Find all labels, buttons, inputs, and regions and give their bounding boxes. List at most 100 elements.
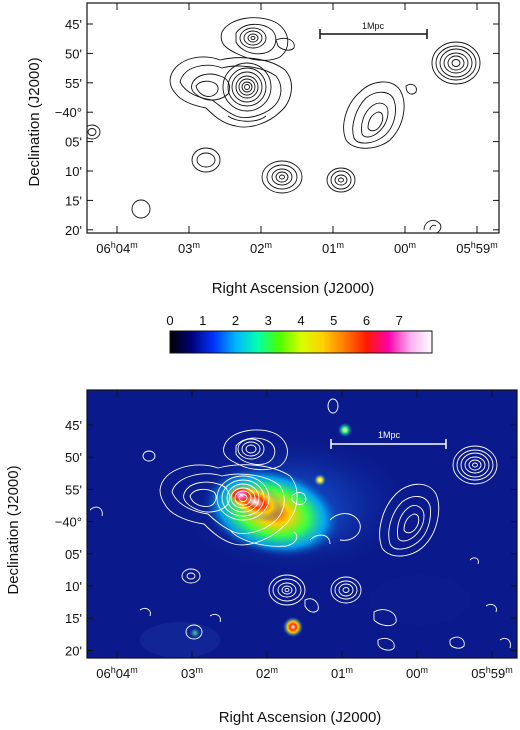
- bottom_panel-ra-tick-label: 06h04m: [96, 665, 137, 681]
- top_panel-ra-tick-label-hu: h: [111, 240, 116, 250]
- bottom_panel-dec-tick-label: 20': [65, 643, 82, 658]
- bottom_panel-ra-tick-label-mu: m: [130, 665, 138, 675]
- colorbar-tick-labels: 0 1 2 3 4 5 6 7: [166, 313, 402, 328]
- top_panel-ra-tick-label: 06h04m: [96, 240, 137, 256]
- top_panel-ra-tick-label: 05h59m: [456, 240, 497, 256]
- bottom_panel-dec-tick-label: 10': [65, 579, 82, 594]
- top-contour-west-source: [431, 41, 481, 85]
- top-contour-south-sources: [87, 124, 442, 233]
- bottom_panel-ra-tick-label: 03m: [181, 665, 203, 681]
- bottom-scale-bar: 1Mpc: [330, 430, 447, 449]
- bottom-radio-contours: [89, 398, 511, 651]
- colorbar-tick-label: 2: [232, 313, 239, 328]
- top-panel: 1Mpc 45'50'55'−40°05'10'15'20' 06h04m 03m…: [26, 2, 500, 297]
- bottom_panel-ra-tick-label: 00m: [406, 665, 428, 681]
- top_panel-ra-tick-label-m: 00: [394, 241, 408, 256]
- top_panel-dec-tick-label: 55': [65, 76, 82, 91]
- bottom_panel-ra-tick-label-m: 02: [256, 666, 270, 681]
- top-plot-frame: [86, 2, 500, 234]
- bottom_panel-ra-tick-label: 02m: [256, 665, 278, 681]
- top_panel-ra-tick-label-m: 01: [322, 241, 336, 256]
- top-y-axis-label: Declination (J2000): [26, 57, 43, 186]
- colorbar: 0 1 2 3 4 5 6 7: [166, 313, 433, 354]
- top_panel-ra-tick-label-h: 06: [96, 241, 110, 256]
- top_panel-ra-tick-label-m: 04: [116, 241, 130, 256]
- top-contour-north-source: [220, 17, 289, 61]
- top_panel-ra-tick-label-mu: m: [192, 240, 200, 250]
- bottom-contour-central-complex: [159, 464, 307, 547]
- bottom-contour-west-source: [452, 445, 498, 485]
- bottom_panel-ra-tick-label-mu: m: [195, 665, 203, 675]
- bottom_panel-dec-tick-label: 15': [65, 611, 82, 626]
- top_panel-dec-tick-label: −40°: [55, 105, 82, 120]
- top_panel-dec-tick-label: 10': [65, 164, 82, 179]
- bottom_panel-ra-tick-label: 05h59m: [471, 665, 512, 681]
- bottom_panel-ra-tick-label-m: 04: [116, 666, 130, 681]
- colorbar-tick-label: 1: [199, 313, 206, 328]
- colorbar-tick-label: 4: [297, 313, 304, 328]
- top_panel-ra-tick-label-mu: m: [130, 240, 138, 250]
- bottom_panel-dec-tick-label: 05': [65, 547, 82, 562]
- bottom-ra-axis: 06h04m 03m 02m 01m 00m 05h59m: [96, 390, 513, 681]
- bottom-x-axis-label: Right Ascension (J2000): [219, 709, 382, 726]
- bottom-panel: 1Mpc 45'50'55'−40°05'10'15'20' 06h04m 03m…: [5, 389, 518, 726]
- top_panel-ra-tick-label: 03m: [178, 240, 200, 256]
- bottom_panel-dec-tick-label: −40°: [55, 515, 82, 530]
- top-dec-axis: 45' 50' 55' −40° 05' 10' 15' 20': [55, 17, 499, 238]
- top_panel-ra-tick-label: 01m: [322, 240, 344, 256]
- top-contour-east-lobe: [343, 81, 417, 149]
- bottom_panel-dec-tick-label: 45': [65, 418, 82, 433]
- top-x-axis-label: Right Ascension (J2000): [212, 280, 375, 297]
- bottom-contour-north-source: [223, 429, 288, 471]
- bottom-plot-frame: [86, 389, 518, 659]
- top_panel-ra-tick-label-hu: h: [471, 240, 476, 250]
- colorbar-tick-label: 7: [396, 313, 403, 328]
- top_panel-ra-tick-label-mu: m: [490, 240, 498, 250]
- bottom-scale-bar-label: 1Mpc: [378, 430, 401, 440]
- bottom_panel-ra-tick-label-hu: h: [486, 665, 491, 675]
- top_panel-ra-tick-label: 02m: [250, 240, 272, 256]
- top_panel-ra-tick-label-mu: m: [336, 240, 344, 250]
- top_panel-ra-tick-label-m: 02: [250, 241, 264, 256]
- bottom-dec-axis: 45' 50' 55' −40° 05' 10' 15' 20': [55, 418, 517, 658]
- top_panel-ra-tick-label-mu: m: [264, 240, 272, 250]
- bottom_panel-ra-tick-label-m: 59: [491, 666, 505, 681]
- top-radio-contours: [87, 17, 481, 233]
- top-scale-bar: 1Mpc: [319, 21, 428, 39]
- top_panel-ra-tick-label-m: 03: [178, 241, 192, 256]
- top_panel-dec-tick-label: 50': [65, 46, 82, 61]
- top_panel-ra-tick-label-mu: m: [408, 240, 416, 250]
- top_panel-dec-tick-label: 45': [65, 17, 82, 32]
- top_panel-dec-tick-label: 15': [65, 193, 82, 208]
- colorbar-tick-label: 6: [363, 313, 370, 328]
- bottom_panel-ra-tick-label-mu: m: [270, 665, 278, 675]
- bottom_panel-ra-tick-label-hu: h: [111, 665, 116, 675]
- colorbar-tick-label: 3: [265, 313, 272, 328]
- top-contour-central-complex: [169, 37, 295, 128]
- bottom-contour-east-lobe: [309, 483, 440, 557]
- bottom_panel-ra-tick-label: 01m: [331, 665, 353, 681]
- bottom_panel-ra-tick-label-m: 03: [181, 666, 195, 681]
- top-ra-axis: 06h04m 03m 02m 01m 00m 05h59m: [96, 3, 498, 256]
- bottom_panel-ra-tick-label-mu: m: [345, 665, 353, 675]
- bottom_panel-ra-tick-label-h: 05: [471, 666, 485, 681]
- colorbar-ramp: [169, 330, 433, 354]
- bottom-contour-south-sources: [89, 398, 511, 651]
- bottom_panel-ra-tick-label-mu: m: [505, 665, 513, 675]
- top_panel-ra-tick-label-m: 59: [476, 241, 490, 256]
- bottom_panel-ra-tick-label-m: 01: [331, 666, 345, 681]
- top_panel-ra-tick-label: 00m: [394, 240, 416, 256]
- top_panel-dec-tick-label: 05': [65, 135, 82, 150]
- top_panel-ra-tick-label-h: 05: [456, 241, 470, 256]
- bottom_panel-ra-tick-label-mu: m: [420, 665, 428, 675]
- colorbar-tick-label: 5: [330, 313, 337, 328]
- bottom_panel-dec-tick-label: 50': [65, 450, 82, 465]
- bottom_panel-dec-tick-label: 55': [65, 482, 82, 497]
- colorbar-tick-label: 0: [166, 313, 173, 328]
- top-scale-bar-label: 1Mpc: [362, 21, 385, 31]
- bottom-y-axis-label: Declination (J2000): [5, 465, 22, 594]
- bottom_panel-ra-tick-label-h: 06: [96, 666, 110, 681]
- bottom_panel-ra-tick-label-m: 00: [406, 666, 420, 681]
- top_panel-dec-tick-label: 20': [65, 223, 82, 238]
